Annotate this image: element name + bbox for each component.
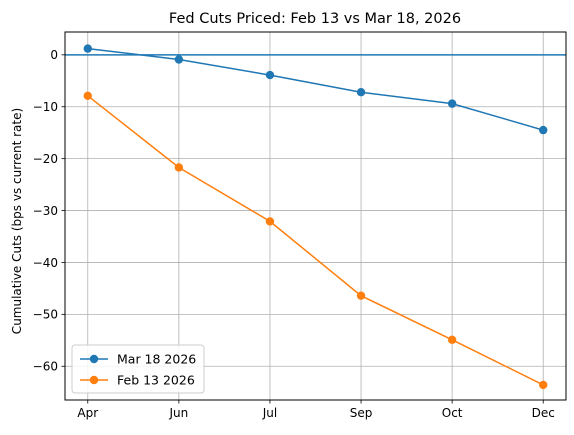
data-point bbox=[539, 125, 548, 135]
y-tick-label: 0 bbox=[50, 48, 58, 62]
y-tick-label: −40 bbox=[33, 256, 58, 270]
data-point bbox=[265, 70, 275, 80]
data-point bbox=[174, 163, 184, 172]
grid-lines bbox=[65, 32, 566, 400]
x-tick-label: Apr bbox=[77, 406, 98, 420]
series-line-2 bbox=[87, 95, 544, 386]
data-point bbox=[356, 88, 366, 97]
axis-ticks: Apr Jun Jul Sep Oct Dec 0 −10 −20 −30 −40 −50 −60 bbox=[33, 48, 555, 420]
x-tick-label: Oct bbox=[442, 406, 463, 420]
data-point bbox=[356, 291, 366, 300]
data-point bbox=[265, 217, 275, 226]
y-tick-label: −50 bbox=[33, 308, 58, 322]
y-tick-label: −10 bbox=[33, 100, 58, 114]
legend-marker bbox=[89, 354, 99, 364]
data-point bbox=[83, 44, 92, 53]
data-point bbox=[447, 99, 457, 108]
x-tick-label: Jul bbox=[262, 406, 277, 420]
legend-label: Feb 13 2026 bbox=[117, 373, 195, 388]
data-point bbox=[174, 55, 184, 64]
plot-frame bbox=[64, 31, 567, 401]
x-tick-label: Jun bbox=[168, 406, 188, 420]
legend-label: Mar 18 2026 bbox=[117, 352, 196, 367]
chart-title: Fed Cuts Priced: Feb 13 vs Mar 18, 2026 bbox=[169, 11, 461, 27]
series-group bbox=[83, 44, 548, 390]
data-point bbox=[83, 91, 92, 101]
y-tick-label: −30 bbox=[33, 204, 58, 218]
data-point bbox=[447, 335, 457, 344]
x-tick-label: Sep bbox=[350, 406, 373, 420]
legend-box bbox=[71, 344, 205, 394]
y-tick-label: −20 bbox=[33, 152, 58, 166]
legend-marker bbox=[89, 375, 99, 385]
data-point bbox=[539, 380, 548, 390]
y-axis-label: Cumulative Cuts (bps vs current rate) bbox=[10, 108, 24, 334]
x-tick-label: Dec bbox=[532, 406, 555, 420]
series-line-1 bbox=[87, 47, 544, 131]
y-tick-label: −60 bbox=[33, 360, 58, 374]
legend: Mar 18 2026 Feb 13 2026 bbox=[71, 344, 205, 394]
